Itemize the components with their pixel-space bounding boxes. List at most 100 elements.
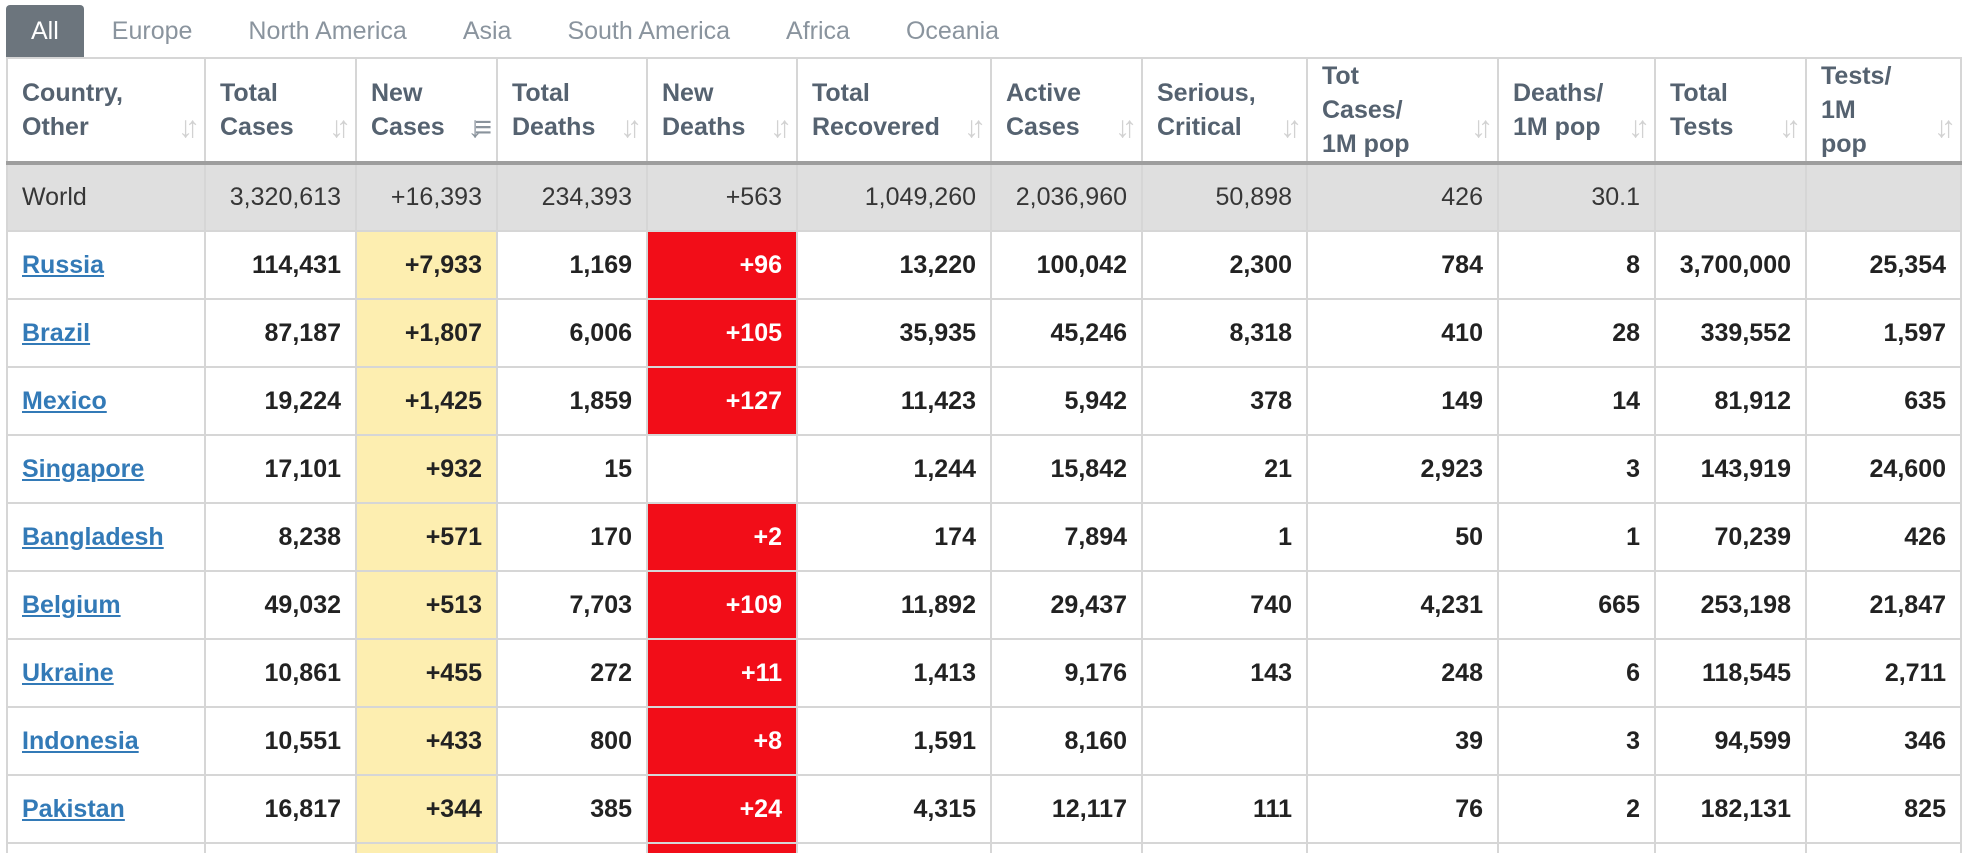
tab-africa[interactable]: Africa — [786, 17, 850, 45]
country-link[interactable]: Singapore — [22, 454, 145, 483]
sort-descending-icon[interactable]: ↓≡ — [467, 111, 491, 144]
cell-total-recovered: 1,244 — [796, 434, 992, 504]
cell-cases-per-1m: 410 — [1306, 298, 1499, 368]
column-header-country[interactable]: Country, Other ↓↑ — [6, 57, 206, 165]
column-header-line1: Tot Cases/ — [1322, 62, 1403, 124]
country-link[interactable]: Bangladesh — [22, 522, 164, 551]
column-header-total-deaths[interactable]: Total Deaths ↓↑ — [496, 57, 648, 165]
tab-oceania[interactable]: Oceania — [905, 17, 1000, 45]
country-link[interactable]: Indonesia — [22, 726, 139, 755]
sort-icon[interactable]: ↓↑ — [620, 111, 642, 144]
cell-country: Mexico — [6, 366, 206, 436]
country-link[interactable]: Pakistan — [22, 794, 125, 823]
cell-total-deaths: 800 — [496, 706, 648, 776]
cell-total-tests: 253,198 — [1654, 570, 1807, 640]
cell-total-recovered: 35,935 — [796, 298, 992, 368]
cell-total-tests: 118,545 — [1654, 638, 1807, 708]
cell-active-cases: 29,437 — [990, 570, 1143, 640]
cell-serious-critical — [1141, 842, 1308, 853]
column-header-total-cases[interactable]: Total Cases ↓↑ — [204, 57, 357, 165]
countries-table: Country, Other ↓↑ Total Cases ↓↑ New Cases ↓≡ Tot… — [6, 57, 1962, 853]
cell-country: World — [6, 162, 206, 232]
region-tabs: All Europe North America Asia South Amer… — [6, 5, 1027, 57]
cell-total-cases: 17,101 — [204, 434, 357, 504]
cell-total-deaths: 1,859 — [496, 366, 648, 436]
sort-icon[interactable]: ↓↑ — [1779, 111, 1801, 144]
cell-total-recovered: 1,413 — [796, 638, 992, 708]
sort-icon[interactable]: ↓↑ — [1628, 111, 1650, 144]
sort-icon[interactable]: ↓↑ — [178, 111, 200, 144]
cell-tests-per-1m: 825 — [1805, 774, 1962, 844]
sort-icon[interactable]: ↓↑ — [1934, 111, 1956, 144]
column-header-serious-critical[interactable]: Serious, Critical ↓↑ — [1141, 57, 1308, 165]
cell-country: Ukraine — [6, 638, 206, 708]
cell-new-cases — [355, 842, 498, 853]
sort-icon[interactable]: ↓↑ — [964, 111, 986, 144]
country-link[interactable]: Ukraine — [22, 658, 114, 687]
cell-country: Belgium — [6, 570, 206, 640]
column-header-line1: Total — [812, 79, 870, 107]
cell-total-tests: 182,131 — [1654, 774, 1807, 844]
cell-cases-per-1m: 149 — [1306, 366, 1499, 436]
cell-active-cases: 12,117 — [990, 774, 1143, 844]
cell-serious-critical: 50,898 — [1141, 162, 1308, 232]
cell-cases-per-1m: 4,231 — [1306, 570, 1499, 640]
cell-serious-critical: 111 — [1141, 774, 1308, 844]
cell-new-deaths: +109 — [646, 570, 798, 640]
sort-icon[interactable]: ↓↑ — [770, 111, 792, 144]
sort-icon[interactable]: ↓↑ — [329, 111, 351, 144]
cell-new-cases: +571 — [355, 502, 498, 572]
cell-deaths-per-1m: 8 — [1497, 230, 1656, 300]
cell-active-cases: 5,942 — [990, 366, 1143, 436]
cell-total-deaths: 170 — [496, 502, 648, 572]
column-header-line1: Serious, — [1157, 79, 1256, 107]
column-header-line2: Cases — [1006, 113, 1080, 141]
cell-total-recovered: 11,892 — [796, 570, 992, 640]
column-header-tests-per-1m[interactable]: Tests/1M pop ↓↑ — [1805, 57, 1962, 165]
column-header-line2: 1M pop — [1322, 130, 1410, 158]
cell-total-cases — [204, 842, 357, 853]
cell-new-cases: +344 — [355, 774, 498, 844]
sort-icon[interactable]: ↓↑ — [1280, 111, 1302, 144]
column-header-new-cases[interactable]: New Cases ↓≡ — [355, 57, 498, 165]
cell-serious-critical: 740 — [1141, 570, 1308, 640]
country-link[interactable]: Mexico — [22, 386, 107, 415]
cell-total-tests: 3,700,000 — [1654, 230, 1807, 300]
column-header-deaths-per-1m[interactable]: Deaths/1M pop ↓↑ — [1497, 57, 1656, 165]
tab-europe[interactable]: Europe — [111, 17, 193, 45]
world-total-row: World 3,320,613 +16,393 234,393 +563 1,049,26… — [6, 162, 1962, 232]
cell-deaths-per-1m: 3 — [1497, 706, 1656, 776]
country-link[interactable]: Brazil — [22, 318, 91, 347]
cell-new-deaths: +105 — [646, 298, 798, 368]
tab-asia[interactable]: Asia — [462, 17, 512, 45]
cell-total-deaths: 234,393 — [496, 162, 648, 232]
column-header-active-cases[interactable]: Active Cases ↓↑ — [990, 57, 1143, 165]
sort-icon[interactable]: ↓↑ — [1115, 111, 1137, 144]
cell-new-deaths: +8 — [646, 706, 798, 776]
cell-tests-per-1m: 21,847 — [1805, 570, 1962, 640]
tab-all[interactable]: All — [6, 5, 84, 57]
cell-deaths-per-1m: 28 — [1497, 298, 1656, 368]
column-header-total-recovered[interactable]: Total Recovered ↓↑ — [796, 57, 992, 165]
cell-country: Russia — [6, 230, 206, 300]
column-header-total-tests[interactable]: Total Tests ↓↑ — [1654, 57, 1807, 165]
cell-total-tests: 94,599 — [1654, 706, 1807, 776]
cell-new-cases: +433 — [355, 706, 498, 776]
cell-total-deaths: 7,703 — [496, 570, 648, 640]
cell-total-tests: 339,552 — [1654, 298, 1807, 368]
column-header-new-deaths[interactable]: New Deaths ↓↑ — [646, 57, 798, 165]
cell-cases-per-1m: 76 — [1306, 774, 1499, 844]
column-header-line1: Active — [1006, 79, 1082, 107]
column-header-cases-per-1m[interactable]: Tot Cases/1M pop ↓↑ — [1306, 57, 1499, 165]
country-link[interactable]: Russia — [22, 250, 104, 279]
tab-north-america[interactable]: North America — [248, 17, 407, 45]
cell-total-tests: 70,239 — [1654, 502, 1807, 572]
cell-serious-critical: 1 — [1141, 502, 1308, 572]
cell-deaths-per-1m: 6 — [1497, 638, 1656, 708]
cell-country: Indonesia — [6, 706, 206, 776]
sort-icon[interactable]: ↓↑ — [1471, 111, 1493, 144]
tab-south-america[interactable]: South America — [567, 17, 731, 45]
country-link[interactable]: Belgium — [22, 590, 121, 619]
cell-cases-per-1m: 2,923 — [1306, 434, 1499, 504]
column-header-line2: Deaths — [662, 113, 746, 141]
